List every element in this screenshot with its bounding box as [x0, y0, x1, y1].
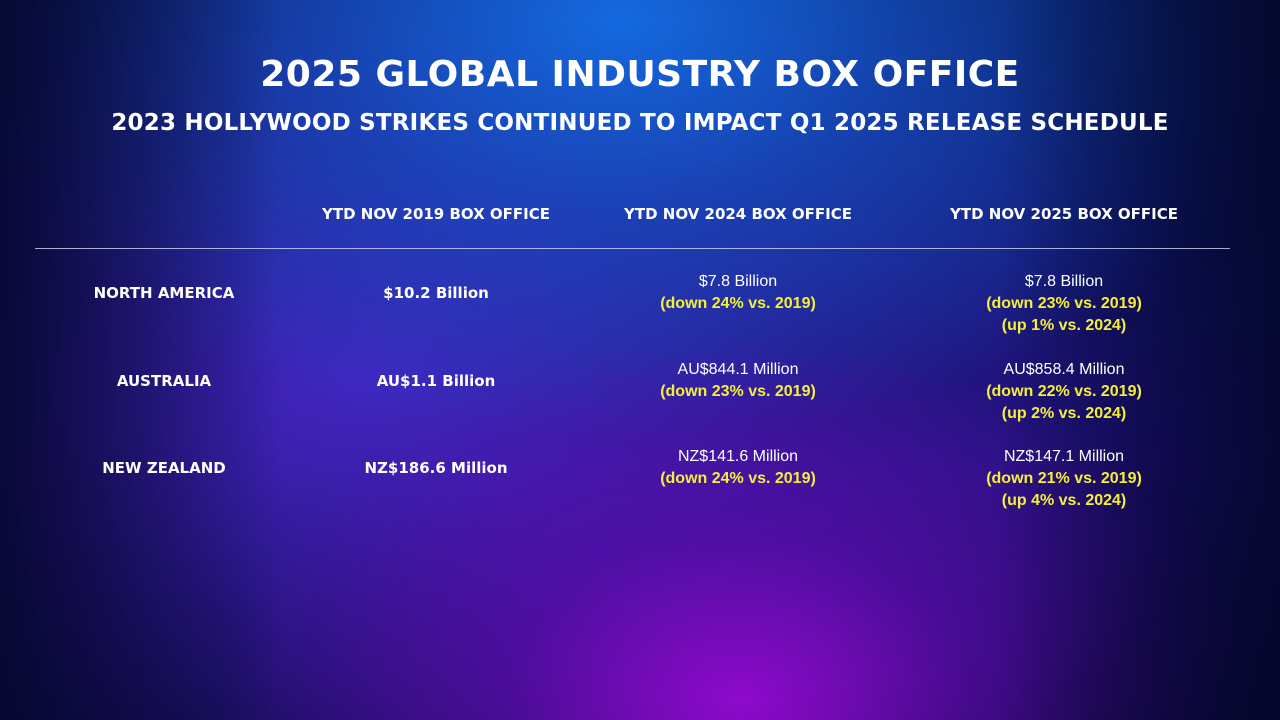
- amount: AU$858.4 Million: [1003, 361, 1125, 378]
- region-label: NEW ZEALAND: [102, 459, 226, 477]
- value-2019: NZ$186.6 Million: [364, 459, 508, 477]
- value-2024: $7.8 Billion (down 24% vs. 2019): [578, 271, 898, 315]
- column-header-2024: YTD NOV 2024 BOX OFFICE: [624, 205, 852, 223]
- value-2019: $10.2 Billion: [383, 284, 489, 302]
- change-vs-2019: (down 24% vs. 2019): [660, 470, 816, 487]
- amount: NZ$141.6 Million: [677, 448, 799, 465]
- value-2024: NZ$141.6 Million (down 24% vs. 2019): [578, 446, 898, 490]
- change-vs-2019: (down 24% vs. 2019): [660, 295, 816, 312]
- amount: AU$844.1 Million: [677, 361, 799, 378]
- change-vs-2019: (down 22% vs. 2019): [986, 383, 1142, 400]
- value-2025: $7.8 Billion (down 23% vs. 2019) (up 1% …: [904, 271, 1224, 337]
- slide-title: 2025 GLOBAL INDUSTRY BOX OFFICE: [260, 54, 1020, 95]
- change-vs-2024: (up 2% vs. 2024): [1001, 405, 1127, 422]
- header-divider: [35, 248, 1230, 249]
- region-label: NORTH AMERICA: [93, 284, 235, 302]
- change-vs-2019: (down 23% vs. 2019): [986, 295, 1142, 312]
- value-2024: AU$844.1 Million (down 23% vs. 2019): [578, 359, 898, 403]
- amount: $7.8 Billion: [698, 273, 778, 290]
- change-vs-2024: (up 4% vs. 2024): [1001, 492, 1127, 509]
- change-vs-2019: (down 21% vs. 2019): [986, 470, 1142, 487]
- value-2025: NZ$147.1 Million (down 21% vs. 2019) (up…: [904, 446, 1224, 512]
- value-2025: AU$858.4 Million (down 22% vs. 2019) (up…: [904, 359, 1224, 425]
- region-label: AUSTRALIA: [116, 372, 212, 390]
- value-2019: AU$1.1 Billion: [376, 372, 496, 390]
- slide-subtitle: 2023 HOLLYWOOD STRIKES CONTINUED TO IMPA…: [111, 110, 1169, 136]
- column-header-2025: YTD NOV 2025 BOX OFFICE: [950, 205, 1178, 223]
- amount: $7.8 Billion: [1024, 273, 1104, 290]
- amount: NZ$147.1 Million: [1003, 448, 1125, 465]
- change-vs-2024: (up 1% vs. 2024): [1001, 317, 1127, 334]
- column-header-2019: YTD NOV 2019 BOX OFFICE: [322, 205, 550, 223]
- change-vs-2019: (down 23% vs. 2019): [660, 383, 816, 400]
